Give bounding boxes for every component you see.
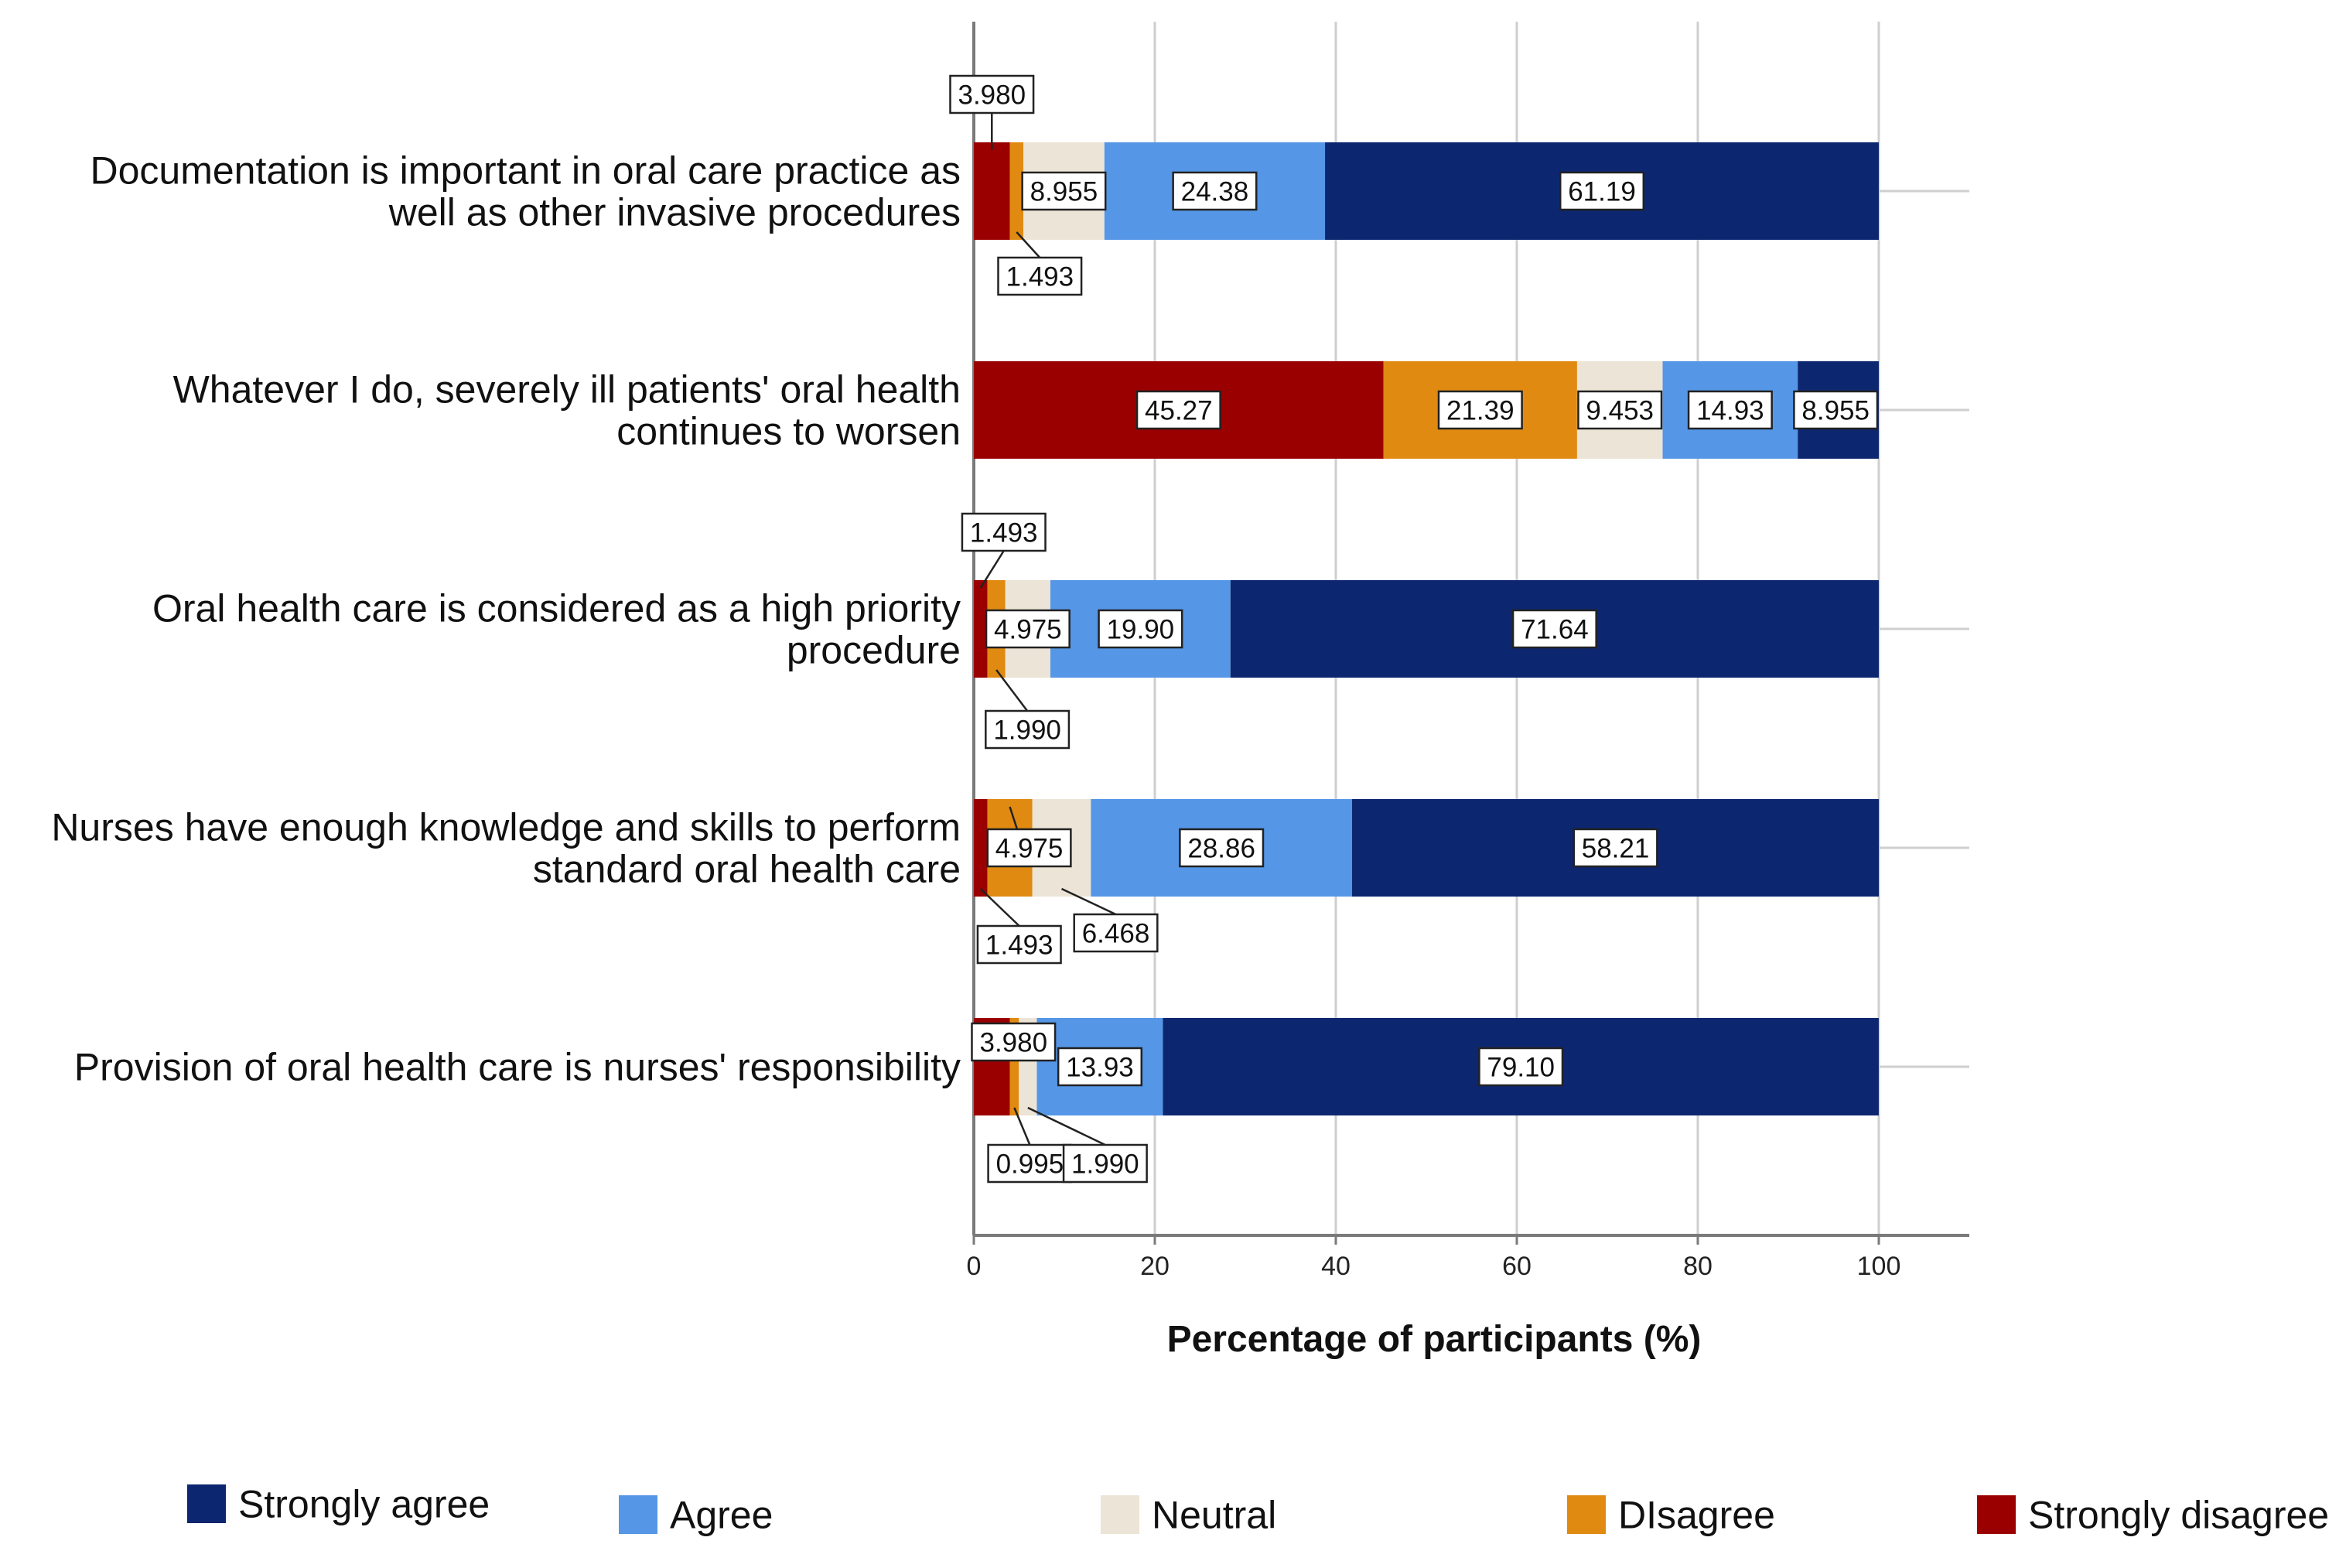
data-label-box bbox=[1559, 171, 1645, 211]
data-label-box bbox=[986, 828, 1072, 868]
data-label: 1.990 bbox=[993, 715, 1061, 745]
data-label-box bbox=[1098, 609, 1183, 649]
legend: Strongly agree Agree Neutral DIsagree Strong… bbox=[187, 1483, 2329, 1537]
category-label: Provision of oral health care is nurses'… bbox=[74, 1046, 961, 1089]
legend-label: Strongly agree bbox=[238, 1483, 490, 1526]
data-label: 45.27 bbox=[1145, 395, 1213, 425]
category-label: Nurses have enough knowledge and skills … bbox=[51, 806, 961, 849]
category-label: continues to worsen bbox=[616, 410, 961, 453]
x-tick-label: 60 bbox=[1502, 1252, 1532, 1281]
data-labels: 3.980 1.493 8.955 24.38 61.19 45.27 21.39 9.453… bbox=[949, 74, 1879, 1184]
data-label-box bbox=[1172, 171, 1258, 211]
x-tick-label: 40 bbox=[1321, 1252, 1351, 1281]
data-label-box bbox=[1073, 913, 1159, 953]
data-label: 8.955 bbox=[1801, 395, 1870, 425]
data-label: 4.975 bbox=[995, 833, 1064, 863]
data-label: 4.975 bbox=[994, 614, 1062, 644]
data-label-box bbox=[949, 74, 1035, 114]
label-leader-line bbox=[1016, 231, 1041, 258]
data-label: 6.468 bbox=[1082, 918, 1150, 948]
data-label-box bbox=[1021, 171, 1107, 211]
category-label: well as other invasive procedures bbox=[388, 191, 961, 234]
legend-label: Strongly disagree bbox=[2028, 1494, 2329, 1537]
bar-segment bbox=[974, 142, 1010, 240]
label-leader-line bbox=[979, 888, 1020, 927]
data-label: 3.980 bbox=[979, 1027, 1047, 1057]
data-label: 79.10 bbox=[1487, 1052, 1555, 1082]
data-label-box bbox=[1511, 609, 1597, 649]
legend-swatch bbox=[619, 1495, 657, 1534]
category-label: Documentation is important in oral care … bbox=[90, 149, 961, 193]
data-label: 28.86 bbox=[1187, 833, 1255, 863]
data-label-box bbox=[1135, 390, 1221, 430]
data-label: 1.493 bbox=[1006, 261, 1074, 292]
label-leader-line bbox=[1027, 1106, 1106, 1146]
data-label-box bbox=[1577, 390, 1663, 430]
x-tick-label: 80 bbox=[1683, 1252, 1713, 1281]
data-label-box bbox=[987, 1143, 1073, 1184]
legend-swatch bbox=[1567, 1495, 1606, 1534]
category-label: standard oral health care bbox=[533, 848, 961, 891]
data-label-box bbox=[1573, 828, 1658, 868]
data-label: 14.93 bbox=[1696, 395, 1764, 425]
bar-segment bbox=[1009, 142, 1024, 240]
bar-segment bbox=[974, 580, 988, 678]
x-axis-ticks: 0 20 40 60 80 100 bbox=[967, 1235, 1901, 1281]
data-label-box bbox=[1062, 1143, 1148, 1184]
data-label: 9.453 bbox=[1586, 395, 1654, 425]
data-label-box bbox=[961, 512, 1047, 552]
legend-label: Agree bbox=[670, 1494, 773, 1537]
data-label: 19.90 bbox=[1107, 614, 1175, 644]
data-label-box bbox=[976, 924, 1062, 965]
label-leader-line bbox=[1013, 1107, 1031, 1146]
x-tick-label: 0 bbox=[967, 1252, 982, 1281]
data-label-box bbox=[1437, 390, 1523, 430]
data-label: 21.39 bbox=[1446, 395, 1514, 425]
data-label-box bbox=[1687, 390, 1773, 430]
data-label-box bbox=[1478, 1047, 1564, 1087]
data-label-box bbox=[1057, 1047, 1143, 1087]
data-label: 13.93 bbox=[1066, 1052, 1134, 1082]
bar-segment bbox=[1009, 1018, 1019, 1115]
data-label: 1.493 bbox=[985, 930, 1053, 960]
label-leader-line bbox=[979, 550, 1005, 589]
label-leader-line bbox=[1060, 887, 1117, 916]
data-label-box bbox=[997, 256, 1083, 296]
data-label: 1.990 bbox=[1071, 1149, 1139, 1179]
data-label: 3.980 bbox=[958, 80, 1026, 110]
label-leader-line bbox=[995, 669, 1029, 712]
data-label-box bbox=[1179, 828, 1265, 868]
x-axis-title: Percentage of participants (%) bbox=[1167, 1319, 1702, 1360]
legend-swatch bbox=[1101, 1495, 1139, 1534]
legend-label: DIsagree bbox=[1618, 1494, 1775, 1537]
x-tick-label: 100 bbox=[1857, 1252, 1901, 1281]
category-label: procedure bbox=[787, 629, 961, 672]
legend-label: Neutral bbox=[1152, 1494, 1276, 1537]
x-tick-label: 20 bbox=[1140, 1252, 1170, 1281]
bar-segment bbox=[974, 799, 988, 897]
category-label: Oral health care is considered as a high… bbox=[152, 587, 961, 630]
data-label: 1.493 bbox=[970, 518, 1038, 548]
data-label: 24.38 bbox=[1181, 176, 1249, 207]
category-labels: Documentation is important in oral care … bbox=[51, 149, 961, 1089]
legend-swatch bbox=[187, 1484, 226, 1523]
data-label-box bbox=[985, 609, 1071, 649]
category-label: Whatever I do, severely ill patients' or… bbox=[173, 368, 961, 412]
legend-swatch bbox=[1977, 1495, 2016, 1534]
data-label: 8.955 bbox=[1030, 176, 1098, 207]
data-label-box bbox=[1793, 390, 1879, 430]
data-label: 0.995 bbox=[996, 1149, 1064, 1179]
data-label-box bbox=[985, 709, 1071, 750]
data-label: 58.21 bbox=[1582, 833, 1650, 863]
data-label-box bbox=[971, 1022, 1057, 1062]
data-label: 71.64 bbox=[1521, 614, 1589, 644]
data-label: 61.19 bbox=[1568, 176, 1636, 207]
